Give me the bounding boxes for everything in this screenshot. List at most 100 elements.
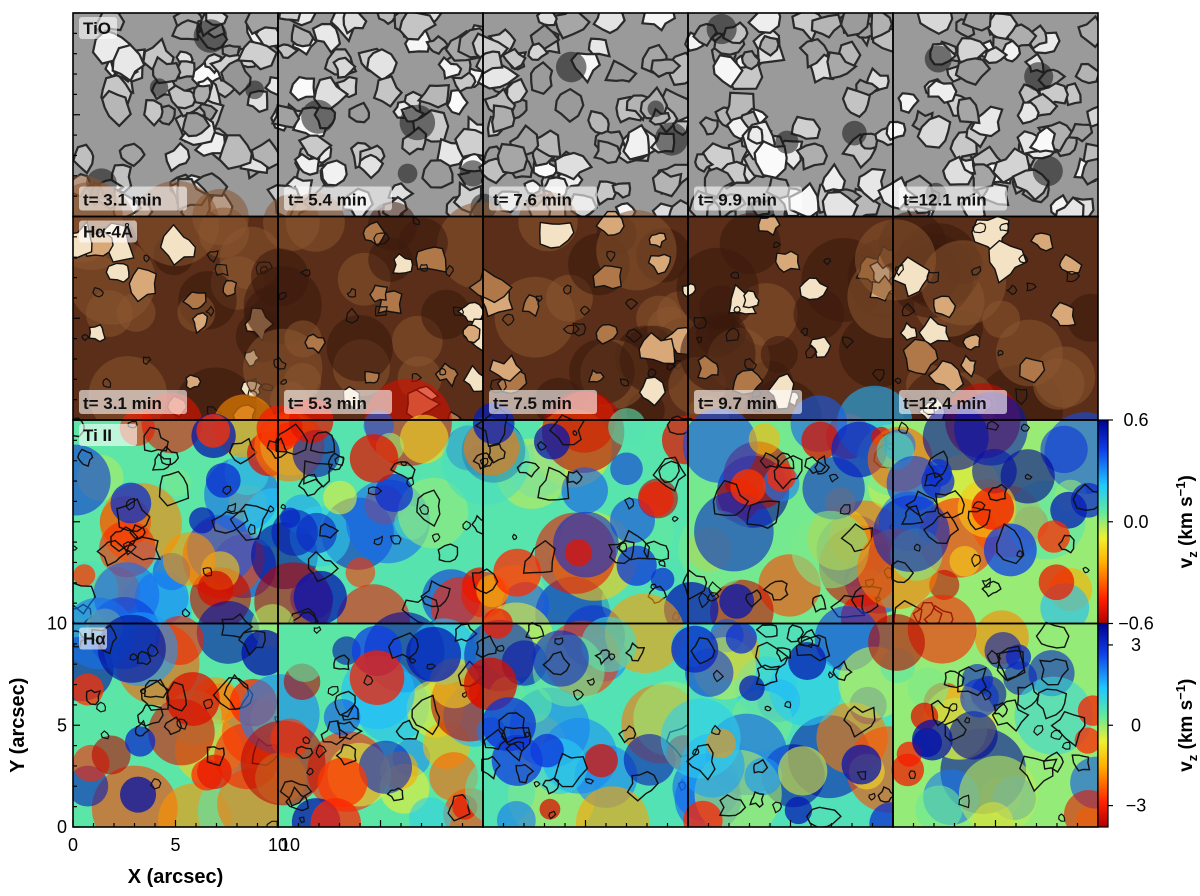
granule [320,159,348,187]
granule [870,13,893,41]
granule [641,13,677,32]
time-label: t= 7.6 min [489,186,597,211]
velocity-patch [561,467,608,514]
velocity-patch [575,786,650,827]
dark-lane [924,45,952,73]
time-label-bg [284,186,392,211]
bright-feature [595,323,619,345]
granule [192,84,212,105]
contour [524,731,530,738]
contour [303,460,334,488]
row-label: Hα-4Å [79,220,137,243]
panel-2-4 [857,383,1098,636]
contour [535,295,543,303]
granule [170,19,199,41]
contour [745,589,762,608]
colorbar-gradient [1097,622,1109,828]
contour [805,806,842,827]
contour [471,568,499,594]
velocity-patch [345,557,376,588]
granule [332,56,357,79]
bright-feature [648,232,667,249]
velocity-patch [162,532,216,586]
contour [839,504,851,515]
dark-lane [397,163,418,184]
colorbar-tick-label: −3 [1126,796,1147,816]
contour [166,681,188,712]
velocity-patch [868,614,925,671]
contour [203,698,214,710]
contour [554,637,564,646]
dark-lane [1024,62,1054,92]
contour [606,250,616,263]
colorbar-gradient [1097,419,1109,625]
granule [365,48,398,82]
contour [266,820,278,827]
contour [452,306,465,317]
time-label: t=12.1 min [899,186,1007,211]
bright-feature [364,370,380,384]
bright-feature [899,321,918,341]
velocity-core [650,567,675,592]
granule [244,13,282,36]
contour [1036,688,1068,720]
contour [1072,483,1098,512]
contour [891,560,915,584]
contour [624,298,639,311]
contour [475,635,498,659]
granule [954,57,992,87]
contour [927,450,949,479]
granule [1086,105,1098,129]
velocity-core [280,507,301,528]
contour [295,745,314,760]
granule [193,130,227,158]
bright-feature [808,336,832,359]
velocity-core [638,481,674,517]
contour [228,437,258,465]
dark-lane [654,122,689,156]
contour [139,687,147,695]
dark-lane [301,99,336,134]
contour [828,473,839,483]
contour [995,649,1025,681]
colorbar-tick-label: 0.0 [1123,512,1148,532]
contour [387,632,419,659]
contour [273,357,287,370]
contour [151,453,171,471]
contour [746,500,780,529]
contour [981,577,991,588]
granule [592,13,626,35]
contour [856,770,867,780]
bright-feature [638,376,667,407]
contour [908,770,917,780]
granule [983,46,1009,65]
contour [389,534,402,545]
velocity-patch [791,510,870,589]
contour [958,794,970,809]
contour [100,730,110,740]
granule [398,13,438,41]
contour [771,801,783,814]
contour [784,700,792,709]
contour [811,594,827,613]
time-label-bg [489,186,597,211]
velocity-patch [91,735,131,775]
contour [980,688,992,701]
bright-feature [918,315,951,346]
bright-feature [1030,232,1054,252]
velocity-core [73,564,96,587]
contour [922,511,960,545]
contour [142,355,152,366]
row-label-text: Hα [83,630,106,649]
time-label-text: t=12.1 min [903,191,987,210]
contour [1042,751,1064,773]
colorbars: 0.6 0.0 −0.6 vz (km s−1) 3 0 −3 vz (km s−1) [1097,410,1200,828]
velocity-patch [358,740,413,794]
contour [439,367,447,376]
contour [686,743,716,781]
intensity-patch [760,335,798,374]
bright-feature [1058,253,1083,276]
contour [1039,658,1069,686]
contour [997,349,1004,357]
granule [529,60,554,96]
